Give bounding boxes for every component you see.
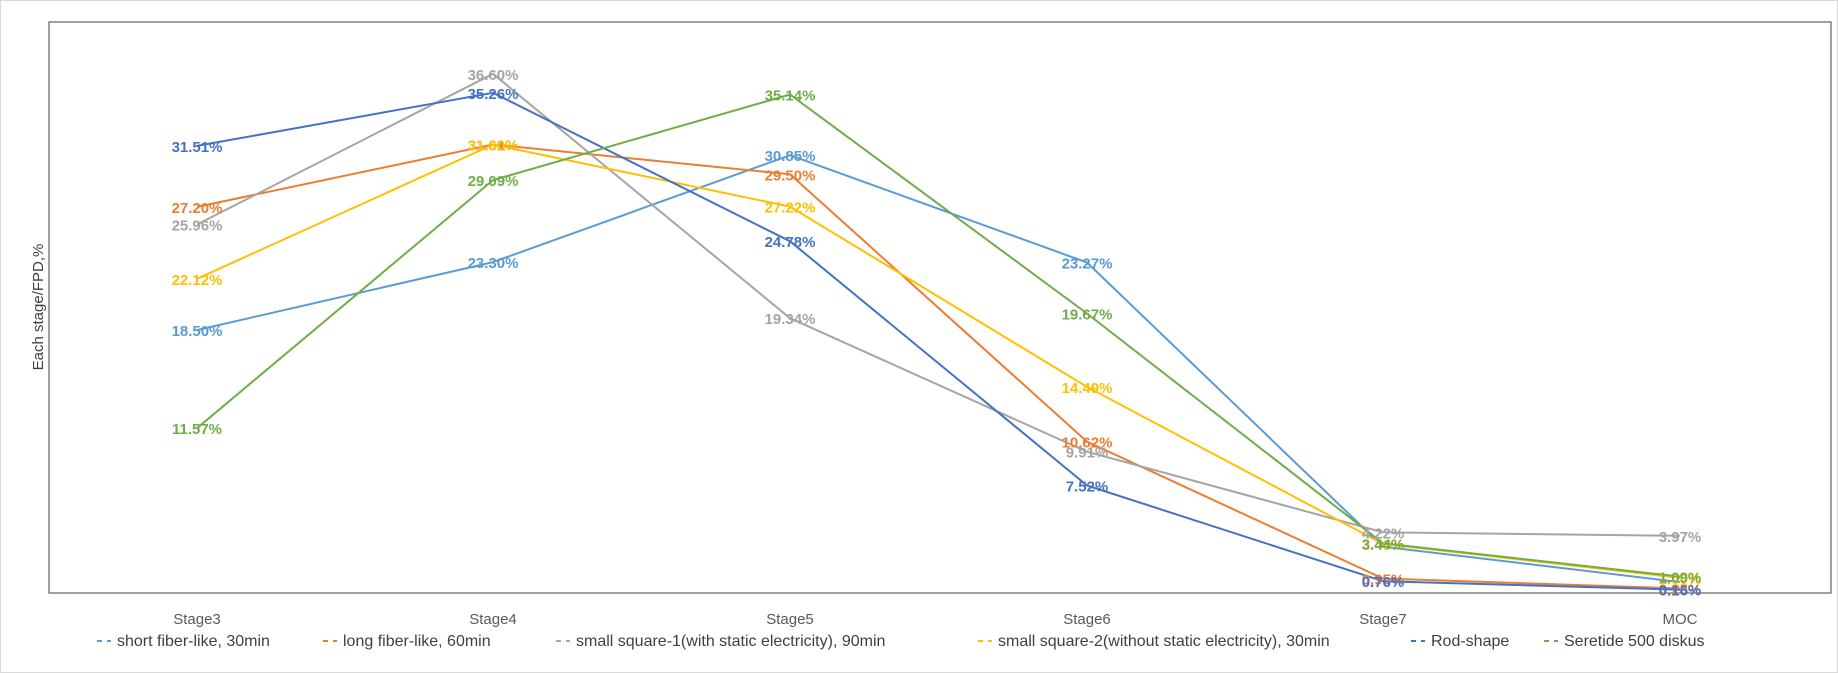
x-tick-label: Stage6 (1063, 611, 1111, 628)
data-label: 31.51% (172, 139, 223, 156)
data-label-layer: 18.50% 23.30% 30.85% 23.27% 27.20% 31.61% 29.5… (172, 67, 1702, 600)
data-label: 27.20% (172, 200, 223, 217)
legend-item: Seretide 500 diskus (1544, 633, 1705, 650)
data-label: 0.25% (1659, 582, 1702, 599)
x-tick-label: Stage4 (469, 611, 517, 628)
data-label: 9.91% (1066, 445, 1109, 462)
data-label: 31.60% (468, 138, 519, 155)
legend-label: Rod-shape (1431, 633, 1509, 650)
data-label: 4.22% (1362, 525, 1405, 542)
data-label: 1.00% (1659, 571, 1702, 588)
data-label: 23.30% (468, 255, 519, 272)
legend-label: small square-2(without static electricit… (998, 633, 1330, 650)
series-line (196, 93, 1681, 578)
y-axis-label: Each stage/FPD,% (30, 244, 47, 371)
data-label: 29.09% (468, 173, 519, 190)
legend-label: small square-1(with static electricity),… (576, 633, 885, 650)
legend-item: small square-1(with static electricity),… (556, 633, 885, 650)
data-label: 10.62% (1062, 435, 1113, 452)
data-label: 3.44% (1362, 536, 1405, 553)
data-label: 35.14% (765, 88, 816, 105)
legend-item: short fiber-like, 30min (97, 633, 270, 650)
legend-label: long fiber-like, 60min (343, 633, 491, 650)
data-label: 19.67% (1062, 307, 1113, 324)
data-label: 23.27% (1062, 256, 1113, 273)
x-tick-label: MOC (1663, 611, 1698, 628)
data-label: 18.50% (172, 323, 223, 340)
legend-item: small square-2(without static electricit… (978, 633, 1330, 650)
series-line (196, 143, 1681, 590)
series-line (196, 91, 1681, 591)
data-label: 25.96% (172, 218, 223, 235)
data-label: 0.76% (1362, 574, 1405, 591)
data-label: 22.12% (172, 272, 223, 289)
data-label: 24.78% (765, 234, 816, 251)
legend: short fiber-like, 30min long fiber-like, … (97, 633, 1705, 650)
legend-label: short fiber-like, 30min (117, 633, 270, 650)
data-label: 36.60% (468, 67, 519, 84)
plot-area-border (48, 21, 1832, 594)
data-label: 1.09% (1659, 570, 1702, 587)
legend-label: Seretide 500 diskus (1564, 633, 1705, 650)
data-label: 3.40% (1362, 537, 1405, 554)
data-label: 3.97% (1659, 529, 1702, 546)
data-label: 31.61% (468, 138, 519, 155)
data-label: 30.85% (765, 148, 816, 165)
data-label: 29.50% (765, 167, 816, 184)
series-line (196, 154, 1681, 584)
data-label: 0.16% (1659, 583, 1702, 600)
data-label: 11.57% (172, 421, 222, 438)
series-layer (196, 72, 1681, 591)
x-axis-ticks: Stage3 Stage4 Stage5 Stage6 Stage7 MOC (173, 611, 1697, 628)
data-label: 35.26% (468, 86, 519, 103)
data-label: 7.52% (1066, 479, 1109, 496)
data-label: 19.34% (765, 311, 816, 328)
x-tick-label: Stage7 (1359, 611, 1407, 628)
legend-item: Rod-shape (1411, 633, 1509, 650)
data-label: 0.95% (1362, 572, 1405, 589)
data-label: 27.22% (765, 200, 816, 217)
x-tick-label: Stage5 (766, 611, 814, 628)
data-label: 14.49% (1062, 380, 1113, 397)
x-tick-label: Stage3 (173, 611, 221, 628)
series-line (196, 72, 1681, 537)
legend-item: long fiber-like, 60min (323, 633, 491, 650)
